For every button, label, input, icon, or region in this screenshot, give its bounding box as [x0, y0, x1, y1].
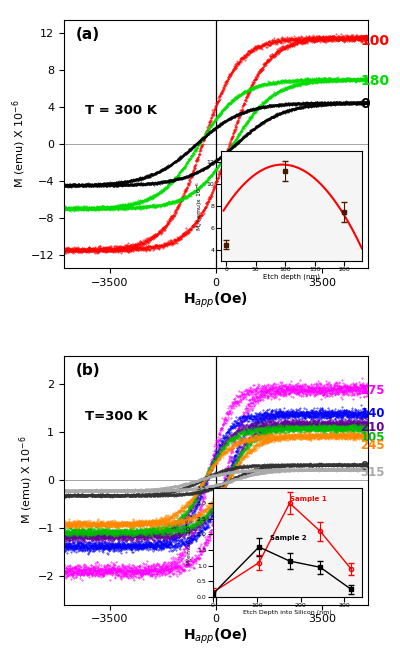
Text: 0: 0	[360, 98, 370, 111]
Text: 140: 140	[360, 408, 385, 421]
Text: 245: 245	[360, 439, 385, 452]
Text: 175: 175	[360, 384, 385, 396]
Text: 0: 0	[360, 460, 368, 473]
Text: 180: 180	[360, 74, 390, 88]
Text: 100: 100	[360, 34, 389, 47]
Text: (b): (b)	[76, 363, 101, 378]
Text: (a): (a)	[76, 27, 100, 42]
Text: T = 300 K: T = 300 K	[85, 104, 157, 117]
Text: T=300 K: T=300 K	[85, 410, 148, 423]
Text: 210: 210	[360, 421, 385, 434]
X-axis label: H$_{app}$(Oe): H$_{app}$(Oe)	[184, 627, 248, 646]
Y-axis label: M (emu) X 10$^{-6}$: M (emu) X 10$^{-6}$	[10, 99, 28, 188]
X-axis label: H$_{app}$(Oe): H$_{app}$(Oe)	[184, 291, 248, 310]
Text: 105: 105	[360, 432, 385, 445]
Y-axis label: M (emu) X 10$^{-6}$: M (emu) X 10$^{-6}$	[17, 436, 35, 525]
Text: 315: 315	[360, 466, 385, 479]
